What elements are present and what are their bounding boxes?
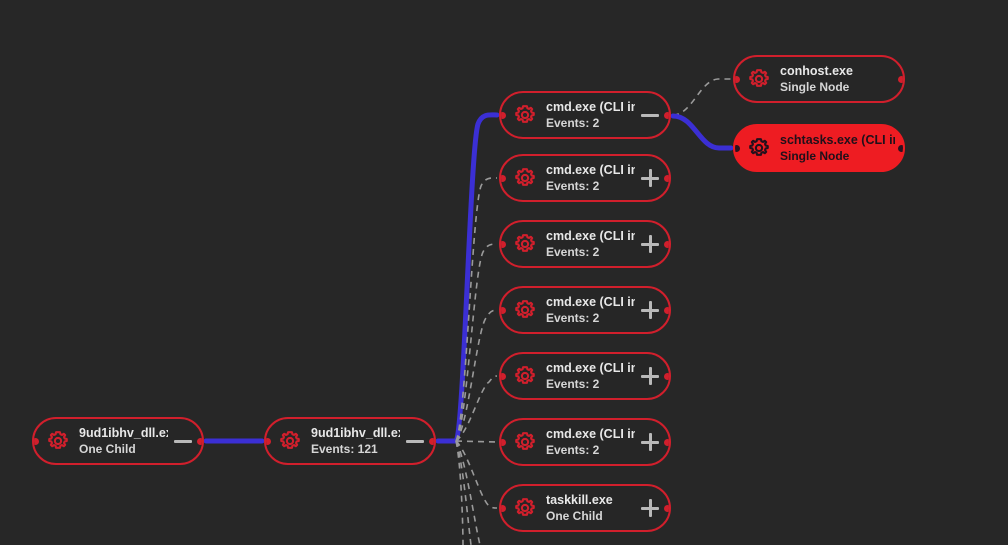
gear-icon [515, 432, 535, 450]
gear-icon [515, 105, 535, 123]
node-port-right [197, 437, 202, 445]
node-port-right [664, 306, 669, 314]
node-subtitle: Single Node [780, 80, 850, 95]
node-port-right [664, 240, 669, 248]
node-title: cmd.exe (CLI interp... [546, 294, 635, 309]
node-port-left [501, 504, 506, 512]
gear-icon [515, 300, 535, 318]
node-port-left [501, 438, 506, 446]
graph-edge [672, 78, 731, 116]
graph-node-cmd4[interactable]: cmd.exe (CLI interp... Events: 2 [499, 286, 671, 334]
graph-node-conhost[interactable]: conhost.exe Single Node [733, 55, 905, 103]
graph-node-taskkill[interactable]: taskkill.exe One Child [499, 484, 671, 532]
node-port-left [735, 144, 740, 152]
graph-edge [455, 440, 498, 509]
node-port-left [501, 240, 506, 248]
node-port-left [501, 372, 506, 380]
node-collapse-toggle[interactable] [404, 430, 426, 452]
node-expand-toggle[interactable] [639, 167, 661, 189]
node-expand-toggle[interactable] [639, 233, 661, 255]
node-label-group: cmd.exe (CLI interp... Events: 2 [546, 361, 635, 392]
node-expand-toggle[interactable] [639, 365, 661, 387]
node-title: conhost.exe [780, 63, 853, 78]
node-label-group: taskkill.exe One Child [546, 493, 635, 524]
node-label-group: cmd.exe (CLI interp... Events: 2 [546, 163, 635, 194]
node-label-group: cmd.exe (CLI interp... Events: 2 [546, 229, 635, 260]
graph-node-cmd2[interactable]: cmd.exe (CLI interp... Events: 2 [499, 154, 671, 202]
node-label-group: conhost.exe Single Node [780, 64, 895, 95]
gear-icon [515, 498, 535, 516]
gear-icon [515, 366, 535, 384]
node-port-left [501, 174, 506, 182]
node-collapse-toggle[interactable] [172, 430, 194, 452]
node-label-group: cmd.exe (CLI interp... Events: 2 [546, 295, 635, 326]
node-subtitle: Events: 2 [546, 311, 600, 326]
node-port-right [664, 372, 669, 380]
node-label-group: cmd.exe (CLI interp... Events: 2 [546, 427, 635, 458]
node-port-right [898, 75, 903, 83]
node-subtitle: Events: 2 [546, 179, 600, 194]
graph-node-schtasks[interactable]: schtasks.exe (CLI in... Single Node [733, 124, 905, 172]
graph-edge [455, 309, 498, 442]
node-port-left [266, 437, 271, 445]
gear-icon [515, 234, 535, 252]
gear-icon [515, 168, 535, 186]
graph-node-cmd3[interactable]: cmd.exe (CLI interp... Events: 2 [499, 220, 671, 268]
node-expand-toggle[interactable] [639, 497, 661, 519]
node-port-right [429, 437, 434, 445]
node-subtitle: Events: 2 [546, 443, 600, 458]
node-port-right [664, 438, 669, 446]
node-port-right [664, 504, 669, 512]
node-title: 9ud1ibhv_dll.exe [79, 425, 168, 440]
node-expand-toggle[interactable] [639, 431, 661, 453]
node-port-right [664, 174, 669, 182]
graph-node-root[interactable]: 9ud1ibhv_dll.exe One Child [32, 417, 204, 465]
gear-icon [749, 138, 769, 156]
gear-icon [280, 431, 300, 449]
node-port-right [898, 144, 903, 152]
graph-node-cmd1[interactable]: cmd.exe (CLI interp... Events: 2 [499, 91, 671, 139]
node-label-group: schtasks.exe (CLI in... Single Node [780, 133, 895, 164]
node-subtitle: One Child [79, 442, 136, 457]
gear-icon [749, 69, 769, 87]
node-title: 9ud1ibhv_dll.exe [311, 425, 400, 440]
node-port-left [34, 437, 39, 445]
node-port-left [501, 111, 506, 119]
graph-node-proc[interactable]: 9ud1ibhv_dll.exe Events: 121 [264, 417, 436, 465]
graph-edge [670, 113, 734, 151]
node-subtitle: One Child [546, 509, 603, 524]
node-title: cmd.exe (CLI interp... [546, 228, 635, 243]
node-label-group: cmd.exe (CLI interp... Events: 2 [546, 100, 635, 131]
node-subtitle: Events: 2 [546, 377, 600, 392]
graph-edge [455, 375, 498, 442]
node-expand-toggle[interactable] [639, 299, 661, 321]
graph-edge [455, 177, 498, 442]
node-title: schtasks.exe (CLI in... [780, 132, 895, 147]
node-title: cmd.exe (CLI interp... [546, 426, 635, 441]
node-title: taskkill.exe [546, 492, 613, 507]
node-title: cmd.exe (CLI interp... [546, 162, 635, 177]
node-subtitle: Single Node [780, 149, 850, 164]
node-label-group: 9ud1ibhv_dll.exe Events: 121 [311, 426, 400, 457]
graph-edge [455, 243, 498, 442]
node-label-group: 9ud1ibhv_dll.exe One Child [79, 426, 168, 457]
node-subtitle: Events: 2 [546, 245, 600, 260]
graph-node-cmd6[interactable]: cmd.exe (CLI interp... Events: 2 [499, 418, 671, 466]
node-subtitle: Events: 121 [311, 442, 378, 457]
graph-edge [455, 440, 498, 443]
node-port-left [735, 75, 740, 83]
node-subtitle: Events: 2 [546, 116, 600, 131]
graph-edge [453, 112, 500, 444]
node-port-left [501, 306, 506, 314]
graph-node-cmd5[interactable]: cmd.exe (CLI interp... Events: 2 [499, 352, 671, 400]
node-collapse-toggle[interactable] [639, 104, 661, 126]
node-port-right [664, 111, 669, 119]
gear-icon [48, 431, 68, 449]
node-title: cmd.exe (CLI interp... [546, 99, 635, 114]
node-title: cmd.exe (CLI interp... [546, 360, 635, 375]
